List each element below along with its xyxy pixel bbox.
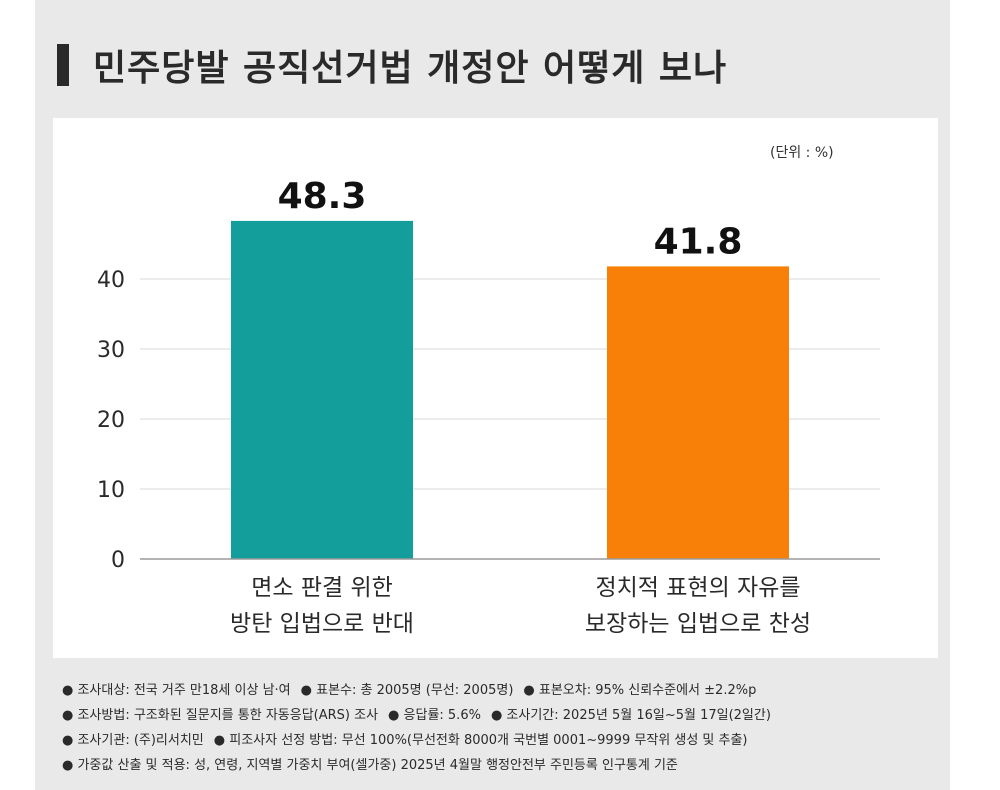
y-tick-label: 20 [97, 408, 125, 433]
note-line: ● 조사대상: 전국 거주 만18세 이상 남·여 ● 표본수: 총 2005명 … [62, 678, 932, 703]
title-bar-icon [57, 44, 69, 86]
note-item: ● 응답률: 5.6% [388, 708, 481, 723]
note-item: ● 조사방법: 구조화된 질문지를 통한 자동응답(ARS) 조사 [62, 708, 379, 723]
bar-value-label: 48.3 [278, 176, 367, 217]
bar [231, 220, 413, 559]
bar [607, 266, 789, 559]
category-label: 방탄 입법으로 반대 [230, 611, 414, 637]
y-tick-label: 10 [97, 478, 125, 503]
note-line: ● 조사방법: 구조화된 질문지를 통한 자동응답(ARS) 조사 ● 응답률: … [62, 703, 932, 728]
category-label: 면소 판결 위한 [251, 575, 393, 601]
category-label: 보장하는 입법으로 찬성 [585, 611, 811, 637]
y-tick-label: 30 [97, 338, 125, 363]
note-item: ● 표본오차: 95% 신뢰수준에서 ±2.2%p [523, 683, 757, 698]
title-row: 민주당발 공직선거법 개정안 어떻게 보나 [57, 40, 727, 90]
note-item: ● 피조사자 선정 방법: 무선 100%(무선전화 8000개 국번별 000… [213, 733, 748, 748]
note-item: ● 조사기관: (주)리서치민 [62, 733, 204, 748]
y-tick-label: 40 [97, 268, 125, 293]
note-item: ● 가중값 산출 및 적용: 성, 연령, 지역별 가중치 부여(셀가중) 20… [62, 758, 678, 773]
note-item: ● 조사대상: 전국 거주 만18세 이상 남·여 [62, 683, 291, 698]
note-line: ● 조사기관: (주)리서치민 ● 피조사자 선정 방법: 무선 100%(무선전… [62, 728, 932, 753]
note-item: ● 조사기간: 2025년 5월 16일~5월 17일(2일간) [490, 708, 771, 723]
chart-card [53, 118, 938, 658]
survey-notes: ● 조사대상: 전국 거주 만18세 이상 남·여 ● 표본수: 총 2005명 … [62, 678, 932, 778]
note-line: ● 가중값 산출 및 적용: 성, 연령, 지역별 가중치 부여(셀가중) 20… [62, 753, 932, 778]
page-title: 민주당발 공직선거법 개정안 어떻게 보나 [93, 48, 728, 89]
y-tick-label: 0 [111, 548, 125, 573]
bar-value-label: 41.8 [654, 221, 743, 262]
unit-label: (단위 : %) [770, 145, 834, 161]
note-item: ● 표본수: 총 2005명 (무선: 2005명) [300, 683, 514, 698]
category-label: 정치적 표현의 자유를 [595, 575, 800, 601]
